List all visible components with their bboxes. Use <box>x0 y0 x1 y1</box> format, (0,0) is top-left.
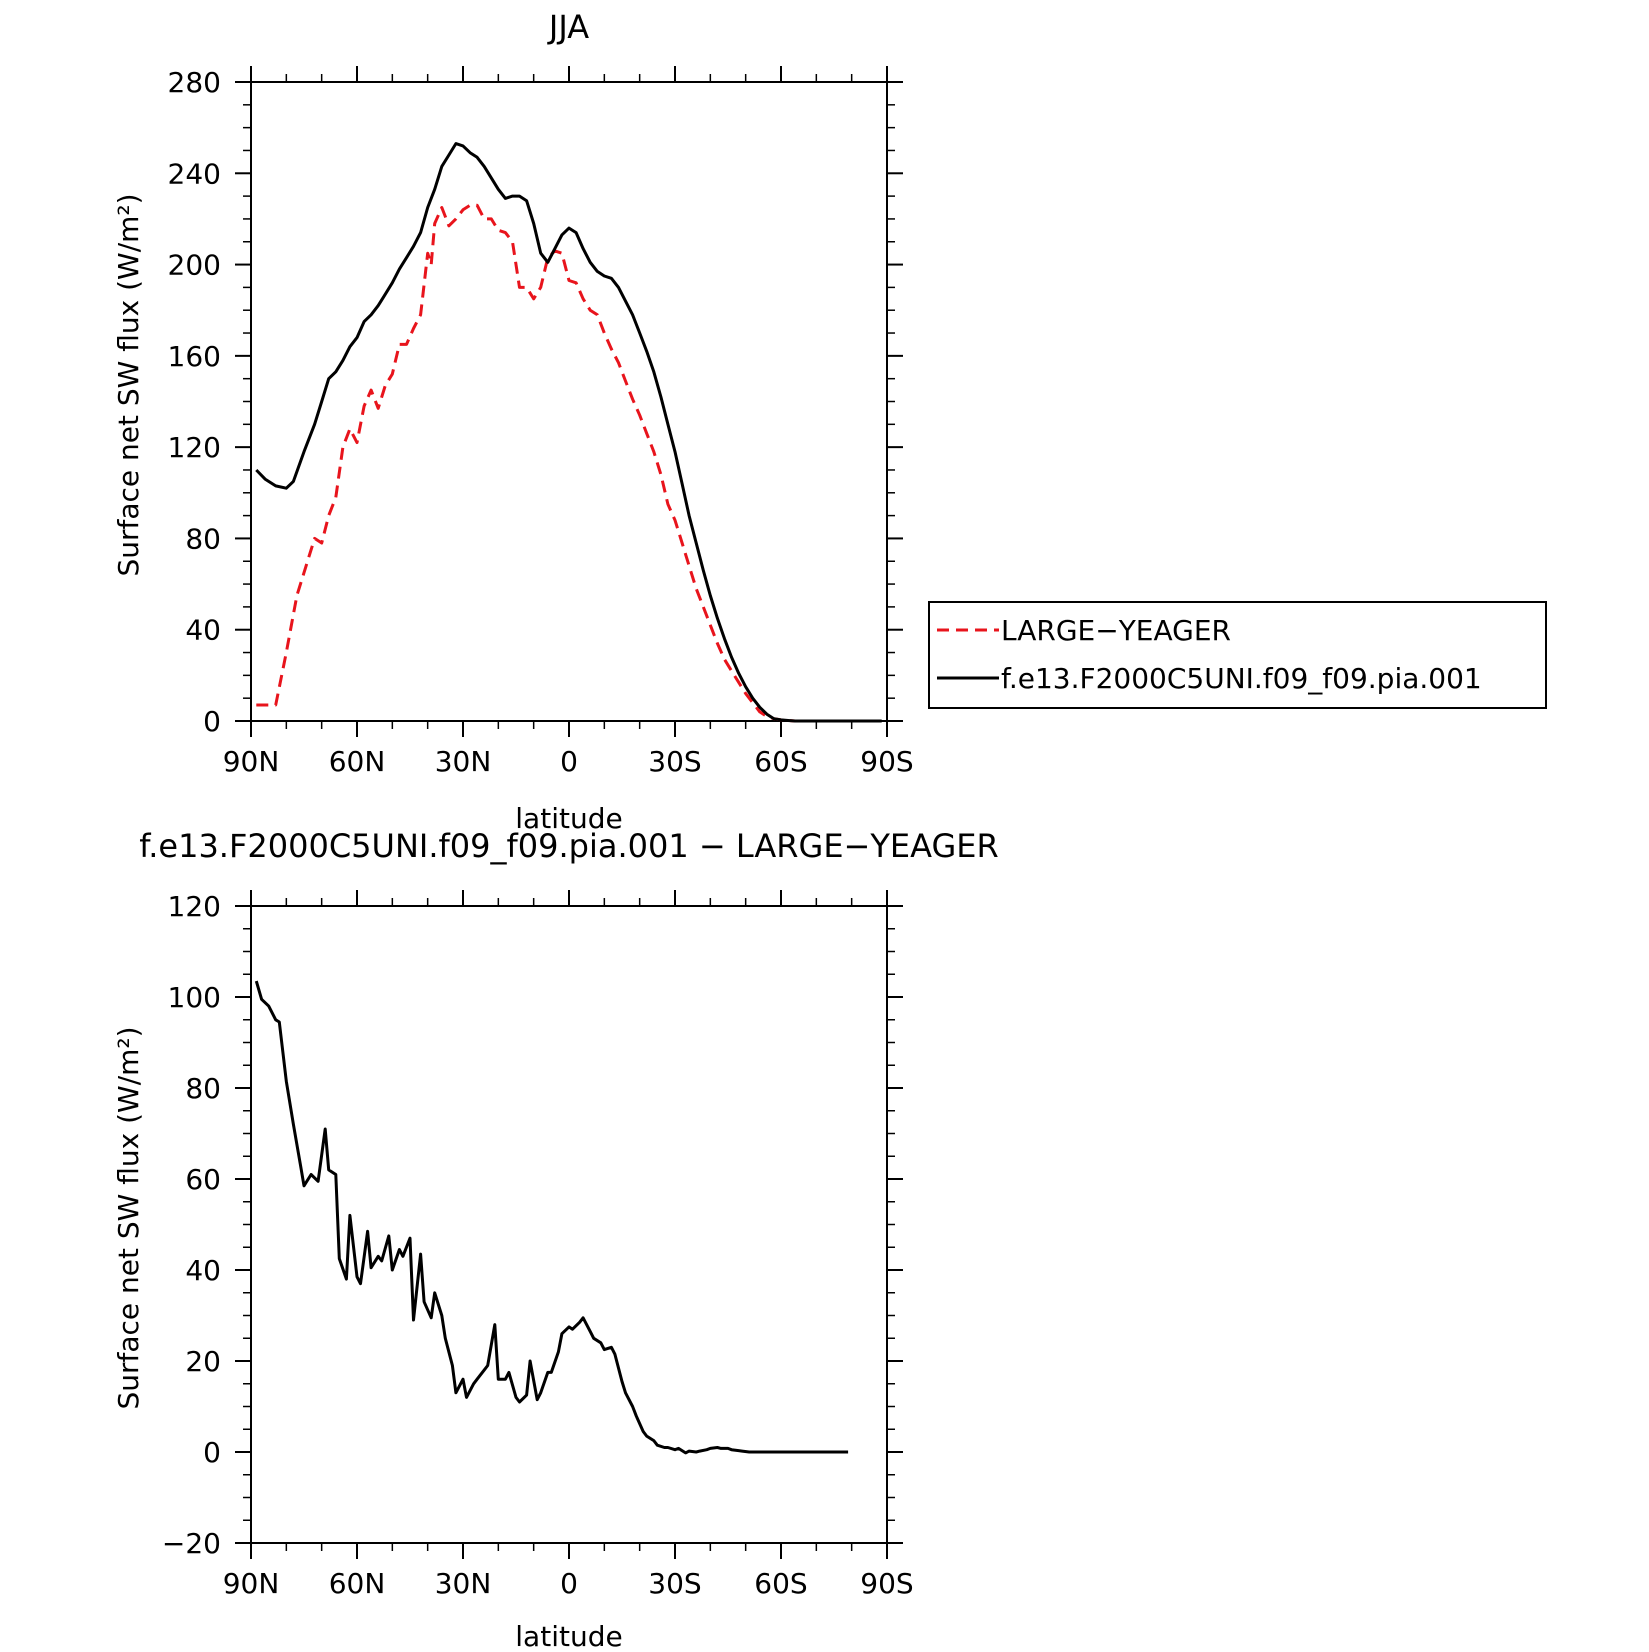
x-tick-label: 0 <box>560 745 578 778</box>
y-tick-label: 80 <box>185 522 221 555</box>
y-tick-label: 100 <box>168 981 221 1014</box>
x-tick-label: 90N <box>223 745 280 778</box>
x-axis-label: latitude <box>515 802 622 835</box>
x-tick-label: 90S <box>860 745 913 778</box>
y-tick-label: 160 <box>168 340 221 373</box>
series-line-f-e13-f2000c5uni-f09-f09-pia-001 <box>255 142 882 723</box>
x-tick-label: 60S <box>754 1567 807 1600</box>
x-tick-label: 30N <box>435 745 492 778</box>
x-tick-label: 60S <box>754 745 807 778</box>
chart-title: JJA <box>547 8 589 46</box>
plot-frame <box>250 905 888 1544</box>
x-axis-label: latitude <box>515 1620 622 1652</box>
y-tick-label: 120 <box>168 431 221 464</box>
y-tick-label: 80 <box>185 1072 221 1105</box>
legend-entry-large-yeager: LARGE−YEAGER <box>1001 614 1231 647</box>
y-tick-label: 280 <box>168 66 221 99</box>
legend: LARGE−YEAGER f.e13.F2000C5UNI.f09_f09.pi… <box>928 601 1547 709</box>
y-tick-label: 200 <box>168 249 221 282</box>
x-tick-label: 30N <box>435 1567 492 1600</box>
y-tick-label: 40 <box>185 1254 221 1287</box>
x-tick-label: 60N <box>329 745 386 778</box>
x-tick-label: 30S <box>648 745 701 778</box>
plot-layer: 90N 60N 30N 0 30S 60S 90S 0 40 80 120 160 200 240 280 <box>168 66 914 778</box>
x-tick-label: 90S <box>860 1567 913 1600</box>
y-tick-label: 240 <box>168 157 221 190</box>
y-tick-label: 20 <box>185 1345 221 1378</box>
chart-panel-top: JJA 90N 60N 30N 0 30S 60S 90S 0 40 80 120 160 200 240… <box>112 8 1547 835</box>
y-axis-label: Surface net SW flux (W/m²) <box>112 1026 145 1409</box>
series-line-large-yeager <box>256 203 882 723</box>
y-tick-label: 120 <box>168 890 221 923</box>
legend-entry-model: f.e13.F2000C5UNI.f09_f09.pia.001 <box>1001 662 1482 695</box>
plot-frame <box>250 81 888 722</box>
series-line-0 <box>254 980 849 1455</box>
x-tick-label: 30S <box>648 1567 701 1600</box>
x-tick-label: 90N <box>223 1567 280 1600</box>
legend-box <box>928 601 1547 709</box>
chart-panel-bottom: f.e13.F2000C5UNI.f09_f09.pia.001 − LARGE… <box>112 827 999 1652</box>
y-tick-label: 60 <box>185 1163 221 1196</box>
y-tick-label: 0 <box>203 1436 221 1469</box>
y-tick-label: 0 <box>203 705 221 738</box>
x-tick-label: 60N <box>329 1567 386 1600</box>
chart-title: f.e13.F2000C5UNI.f09_f09.pia.001 − LARGE… <box>139 827 998 865</box>
x-tick-label: 0 <box>560 1567 578 1600</box>
y-axis-label: Surface net SW flux (W/m²) <box>112 193 145 576</box>
y-tick-label: −20 <box>162 1527 221 1560</box>
plot-layer: 90N 60N 30N 0 30S 60S 90S −20 0 20 40 60 80 100 120 <box>162 890 914 1600</box>
y-tick-label: 40 <box>185 614 221 647</box>
